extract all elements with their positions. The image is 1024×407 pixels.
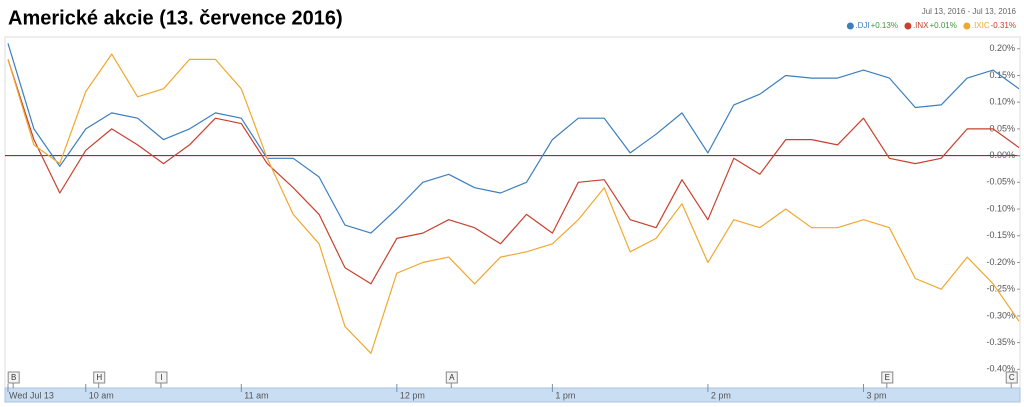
x-tick-label: 3 pm bbox=[866, 390, 886, 400]
flag-box bbox=[881, 371, 894, 384]
y-tick-label: -0.15% bbox=[986, 230, 1015, 240]
chart-title: Americké akcie (13. července 2016) bbox=[8, 7, 343, 29]
flag-label: E bbox=[885, 373, 890, 382]
x-tick-label: 2 pm bbox=[711, 390, 731, 400]
y-tick-label: -0.00% bbox=[986, 150, 1015, 160]
y-tick-label: -0.05% bbox=[986, 177, 1015, 187]
legend-label: .INX bbox=[913, 21, 929, 30]
legend-change: +0.13% bbox=[871, 21, 898, 30]
legend-marker bbox=[904, 22, 912, 30]
y-tick-label: -0.35% bbox=[986, 337, 1015, 347]
y-tick-label: -0.30% bbox=[986, 310, 1015, 320]
legend-change: +0.01% bbox=[930, 21, 957, 30]
x-tick-label: 11 am bbox=[244, 390, 268, 400]
legend-marker bbox=[846, 22, 854, 30]
flag-label: C bbox=[1009, 373, 1015, 382]
x-tick-label: 12 pm bbox=[400, 390, 425, 400]
flag-box bbox=[1005, 371, 1018, 384]
legend-change: -0.31% bbox=[991, 21, 1016, 30]
y-tick-label: 0.10% bbox=[989, 97, 1015, 107]
y-tick-label: -0.40% bbox=[986, 364, 1015, 374]
y-tick-label: -0.20% bbox=[986, 257, 1015, 267]
x-tick-label: 1 pm bbox=[555, 390, 575, 400]
legend-marker bbox=[963, 22, 971, 30]
flag-label: A bbox=[449, 373, 455, 382]
flag-box bbox=[445, 371, 458, 384]
y-tick-label: -0.25% bbox=[986, 284, 1015, 294]
series-line bbox=[7, 53, 1020, 354]
x-tick-label: Wed Jul 13 bbox=[9, 390, 54, 400]
y-tick-label: 0.20% bbox=[989, 43, 1015, 53]
date-range: Jul 13, 2016 - Jul 13, 2016 bbox=[922, 7, 1017, 16]
flag-box bbox=[93, 371, 106, 384]
series-line bbox=[7, 59, 1020, 285]
flag-label: I bbox=[160, 373, 162, 382]
x-axis-bar bbox=[4, 387, 1021, 403]
y-tick-label: -0.10% bbox=[986, 203, 1015, 213]
legend-label: .IXIC bbox=[972, 21, 990, 30]
series-line bbox=[7, 43, 1020, 234]
y-tick-label: 0.05% bbox=[989, 123, 1015, 133]
legend-label: .DJI bbox=[855, 21, 869, 30]
y-tick-label: 0.15% bbox=[989, 70, 1015, 80]
flag-box bbox=[155, 371, 168, 384]
flag-label: B bbox=[11, 373, 16, 382]
flag-label: H bbox=[96, 373, 102, 382]
flag-box bbox=[7, 371, 20, 384]
x-tick-label: 10 am bbox=[89, 390, 114, 400]
